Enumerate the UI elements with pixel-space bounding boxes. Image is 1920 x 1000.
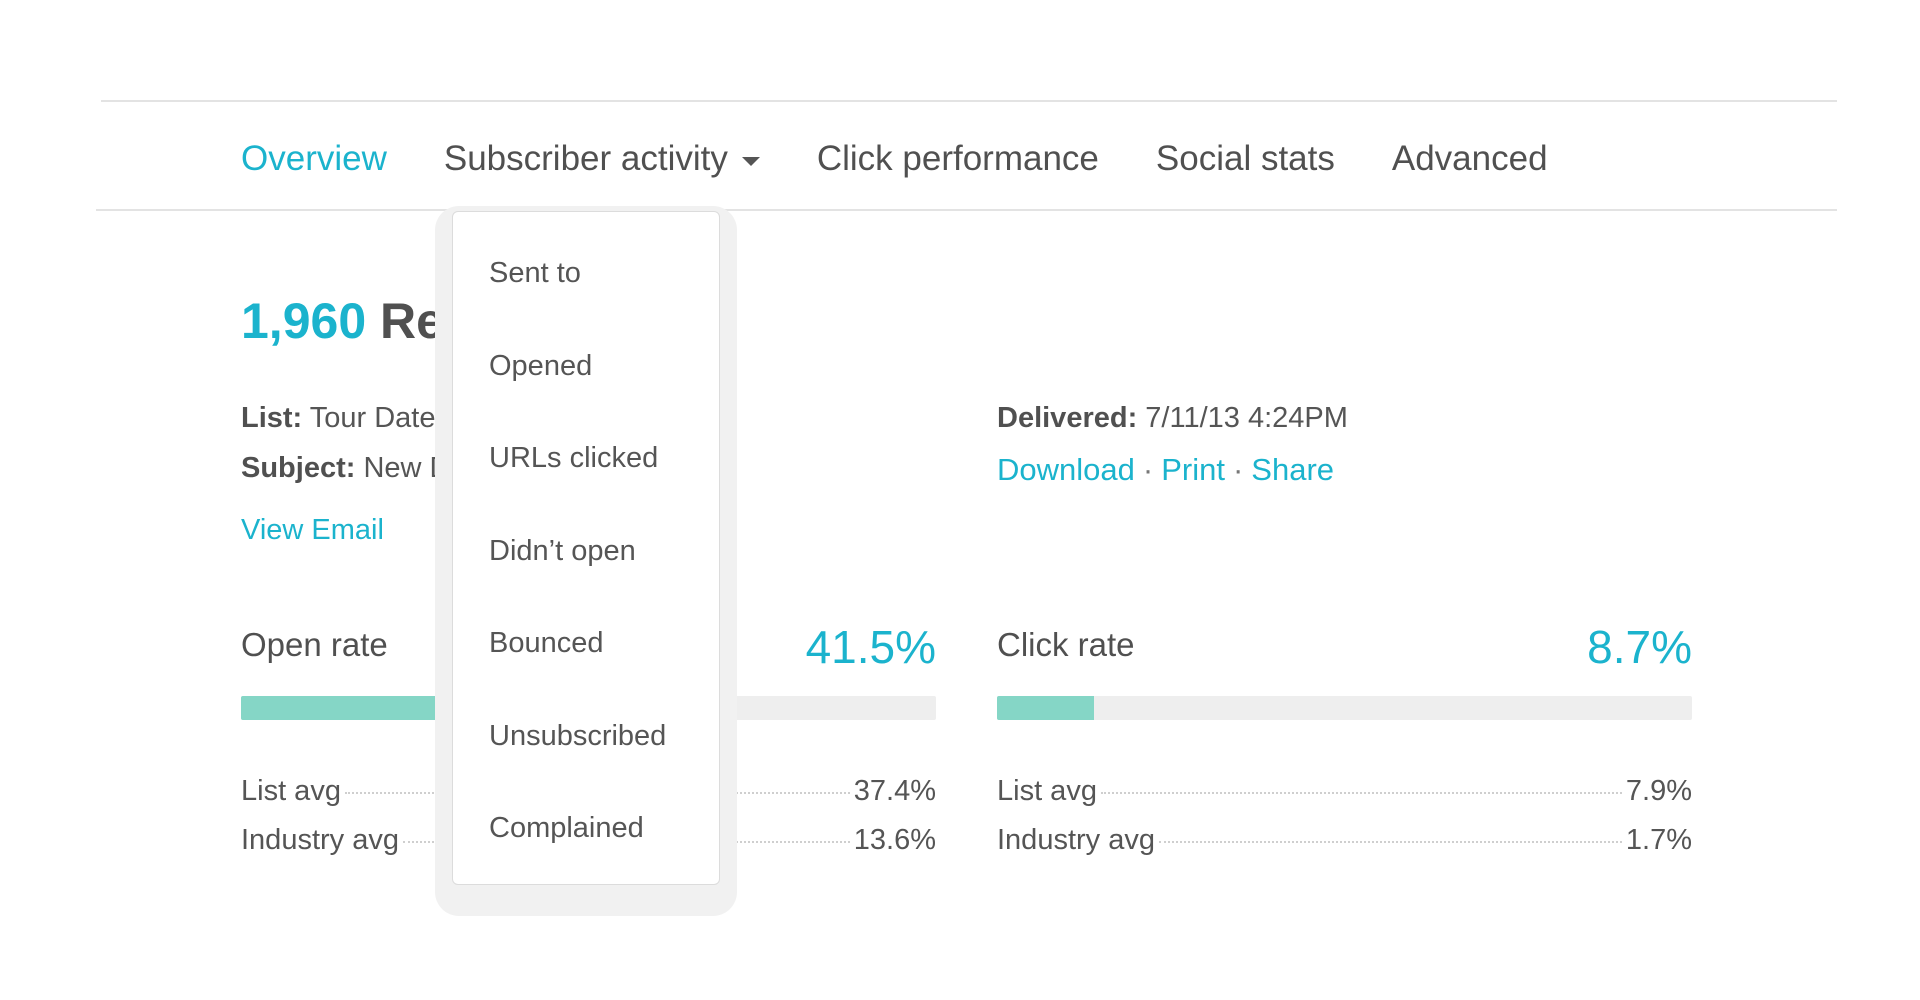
click-list-avg-row: List avg 7.9% bbox=[997, 775, 1692, 808]
list-value: Tour Date bbox=[309, 402, 436, 434]
tab-overview[interactable]: Overview bbox=[241, 139, 387, 179]
dotted-leader bbox=[1158, 841, 1622, 843]
open-rate-label: Open rate bbox=[241, 626, 388, 663]
dropdown-item-opened[interactable]: Opened bbox=[489, 350, 593, 382]
dropdown-item-bounced[interactable]: Bounced bbox=[489, 627, 604, 659]
print-link[interactable]: Print bbox=[1161, 452, 1225, 487]
action-separator: · bbox=[1232, 452, 1244, 487]
open-industry-avg-value: 13.6% bbox=[853, 824, 936, 856]
tab-click-performance-label: Click performance bbox=[816, 139, 1099, 178]
nav-top-divider bbox=[101, 100, 1837, 102]
report-title-text: Re bbox=[380, 293, 444, 349]
delivered-label: Delivered: bbox=[997, 402, 1138, 434]
subscriber-activity-dropdown: Sent to Opened URLs clicked Didn’t open … bbox=[452, 211, 720, 885]
list-info: List: Tour Date bbox=[241, 402, 436, 435]
tab-advanced-label: Advanced bbox=[1391, 139, 1548, 178]
caret-down-icon bbox=[741, 156, 760, 166]
click-rate-bar bbox=[997, 696, 1692, 720]
click-list-avg-label: List avg bbox=[997, 775, 1097, 807]
delivered-value: 7/11/13 4:24PM bbox=[1145, 402, 1348, 434]
tab-subscriber-activity-label: Subscriber activity bbox=[443, 139, 728, 178]
subject-label: Subject: bbox=[241, 452, 356, 484]
click-rate-bar-fill bbox=[997, 696, 1095, 720]
open-list-avg-label: List avg bbox=[241, 775, 341, 807]
click-industry-avg-value: 1.7% bbox=[1625, 824, 1692, 856]
dropdown-item-unsubscribed[interactable]: Unsubscribed bbox=[489, 720, 667, 752]
open-industry-avg-label: Industry avg bbox=[241, 824, 399, 856]
dropdown-item-urls-clicked[interactable]: URLs clicked bbox=[489, 442, 659, 474]
tab-social-stats-label: Social stats bbox=[1155, 139, 1335, 178]
recipient-count: 1,960 bbox=[241, 293, 367, 349]
dotted-leader bbox=[1100, 792, 1622, 794]
action-separator: · bbox=[1142, 452, 1154, 487]
click-rate-panel: Click rate 8.7% List avg 7.9% Industry a… bbox=[997, 620, 1692, 856]
dropdown-item-complained[interactable]: Complained bbox=[489, 812, 644, 844]
click-industry-avg-label: Industry avg bbox=[997, 824, 1155, 856]
share-link[interactable]: Share bbox=[1251, 452, 1335, 487]
view-email-link[interactable]: View Email bbox=[241, 514, 384, 546]
subject-info: Subject: New D bbox=[241, 452, 450, 485]
open-list-avg-value: 37.4% bbox=[853, 775, 936, 807]
tab-advanced[interactable]: Advanced bbox=[1392, 139, 1548, 179]
report-title: 1,960 Re bbox=[241, 292, 444, 350]
tab-overview-label: Overview bbox=[241, 139, 387, 178]
click-rate-label: Click rate bbox=[997, 626, 1135, 663]
list-label: List: bbox=[241, 402, 303, 434]
delivered-info: Delivered: 7/11/13 4:24PM bbox=[997, 402, 1348, 435]
dropdown-item-sent-to[interactable]: Sent to bbox=[489, 257, 581, 289]
tab-subscriber-activity[interactable]: Subscriber activity bbox=[444, 139, 760, 179]
report-actions: Download · Print · Share bbox=[997, 452, 1334, 488]
download-link[interactable]: Download bbox=[997, 452, 1135, 487]
click-list-avg-value: 7.9% bbox=[1625, 775, 1692, 807]
click-industry-avg-row: Industry avg 1.7% bbox=[997, 824, 1692, 857]
click-rate-value: 8.7% bbox=[1587, 621, 1692, 673]
tab-social-stats[interactable]: Social stats bbox=[1156, 139, 1335, 179]
open-rate-value: 41.5% bbox=[805, 621, 936, 673]
report-tabs: Overview Subscriber activity Click perfo… bbox=[241, 136, 1605, 182]
tab-click-performance[interactable]: Click performance bbox=[817, 139, 1099, 179]
nav-bottom-divider bbox=[96, 209, 1837, 211]
dropdown-item-didnt-open[interactable]: Didn’t open bbox=[489, 535, 636, 567]
